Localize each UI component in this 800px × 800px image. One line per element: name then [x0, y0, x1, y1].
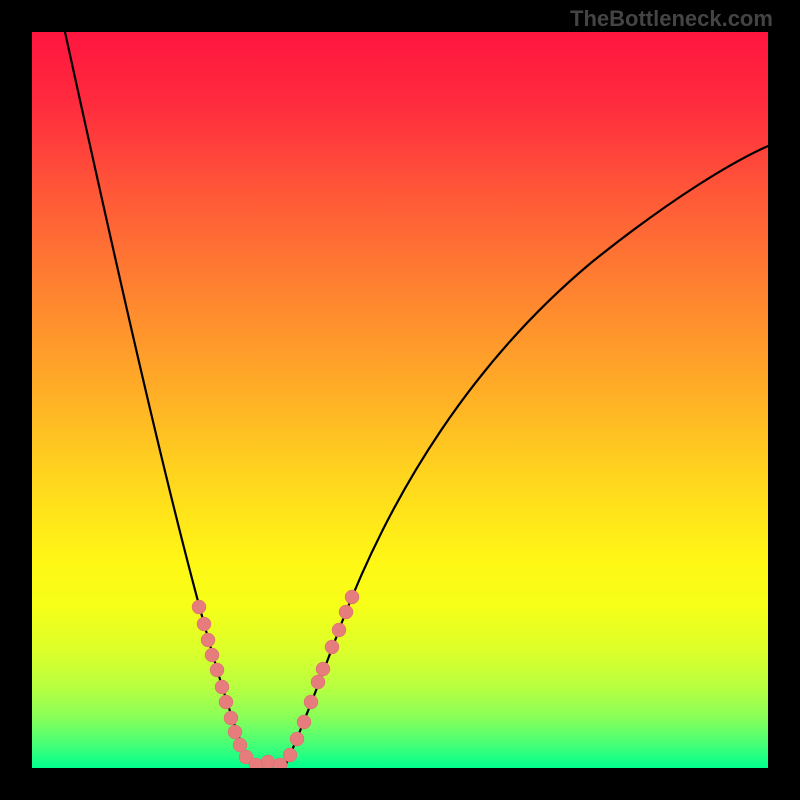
marker-point: [297, 715, 311, 729]
marker-point: [290, 732, 304, 746]
watermark-text: TheBottleneck.com: [570, 6, 773, 32]
markers-group: [192, 590, 359, 768]
marker-point: [316, 662, 330, 676]
chart-container: TheBottleneck.com: [0, 0, 800, 800]
marker-point: [215, 680, 229, 694]
marker-point: [345, 590, 359, 604]
curve-left: [65, 32, 252, 768]
marker-point: [311, 675, 325, 689]
marker-point: [325, 640, 339, 654]
marker-point: [228, 725, 242, 739]
curve-overlay: [32, 32, 768, 768]
marker-point: [197, 617, 211, 631]
marker-point: [219, 695, 233, 709]
marker-point: [224, 711, 238, 725]
plot-area: [32, 32, 768, 768]
curve-right: [284, 146, 768, 768]
marker-point: [283, 748, 297, 762]
marker-point: [304, 695, 318, 709]
marker-point: [205, 648, 219, 662]
marker-point: [339, 605, 353, 619]
marker-point: [332, 623, 346, 637]
marker-point: [192, 600, 206, 614]
marker-point: [201, 633, 215, 647]
marker-point: [210, 663, 224, 677]
